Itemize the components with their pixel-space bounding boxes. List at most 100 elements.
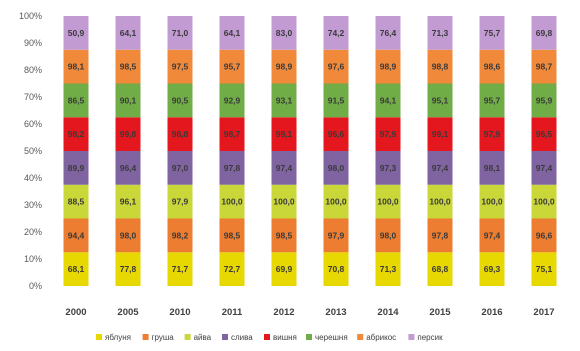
x-tick-label: 2013 (325, 307, 346, 318)
data-label: 96,1 (120, 197, 137, 207)
bar-segment (115, 83, 141, 118)
data-label: 100,0 (481, 197, 503, 207)
bar-segment (531, 117, 557, 151)
bar-segment (167, 16, 193, 50)
bar-segment (167, 117, 193, 151)
bar-segment (531, 49, 557, 84)
bar-segment (63, 184, 89, 219)
bar-segment (219, 151, 245, 185)
legend-swatch (408, 334, 415, 340)
bar-segment (115, 184, 141, 219)
data-label: 98,5 (120, 62, 137, 72)
bar-segment (115, 218, 141, 253)
data-label: 71,7 (172, 264, 189, 274)
bar-segment (323, 218, 349, 253)
bar-segment (167, 49, 193, 84)
data-label: 94,1 (380, 95, 397, 105)
data-label: 93,1 (276, 95, 293, 105)
bar-stack: 72,7 98,5 100,0 97,8 98,7 92,9 95,7 64,1 (219, 16, 245, 286)
data-label: 97,8 (224, 163, 241, 173)
legend-label: абрикос (366, 333, 396, 342)
data-label: 100,0 (429, 197, 451, 207)
data-label: 76,4 (380, 28, 397, 38)
data-label: 69,3 (484, 264, 501, 274)
bar-segment (375, 151, 401, 185)
bar-segment (219, 184, 245, 219)
data-label: 98,2 (172, 230, 189, 240)
legend-swatch (357, 334, 364, 340)
data-label: 83,0 (276, 28, 293, 38)
bar-segment (63, 218, 89, 253)
data-label: 98,7 (536, 62, 553, 72)
data-label: 97,0 (172, 163, 189, 173)
bar-stack: 71,7 98,2 97,9 97,0 98,8 90,5 97,5 71,0 (167, 16, 193, 286)
bar-stack: 69,3 97,4 100,0 98,1 97,9 95,7 98,6 75,7 (479, 16, 505, 286)
data-label: 100,0 (377, 197, 399, 207)
bar-stack: 71,3 98,0 100,0 97,3 97,9 94,1 98,9 76,4 (375, 16, 401, 286)
bar-stack: 75,1 96,6 100,0 97,4 96,5 95,9 98,7 69,8 (531, 16, 557, 286)
data-label: 96,6 (536, 230, 553, 240)
legend-label: груша (152, 333, 175, 342)
y-tick-label: 40% (24, 173, 42, 183)
bar-segment (323, 83, 349, 118)
bar-segment (427, 184, 453, 219)
bar-segment (531, 252, 557, 286)
bar-segment (479, 252, 505, 286)
data-label: 95,1 (432, 95, 449, 105)
data-label: 99,1 (432, 129, 449, 139)
data-label: 97,3 (380, 163, 397, 173)
data-label: 50,9 (68, 28, 85, 38)
bar-segment (219, 83, 245, 118)
x-tick-label: 2005 (117, 307, 139, 318)
bar-segment (63, 16, 89, 50)
data-label: 75,1 (536, 264, 553, 274)
bar-segment (479, 218, 505, 253)
legend-swatch (96, 334, 102, 340)
x-tick-label: 2011 (222, 307, 243, 318)
legend: яблуня груша айва слива вишня черешня абрикос п… (96, 333, 443, 342)
legend-label: вишня (273, 333, 297, 342)
bar-segment (479, 49, 505, 84)
data-label: 96,4 (120, 163, 137, 173)
data-label: 95,7 (224, 62, 241, 72)
data-label: 71,3 (432, 28, 449, 38)
x-tick-label: 2012 (273, 307, 294, 318)
bar-segment (427, 252, 453, 286)
bar-segment (63, 252, 89, 286)
data-label: 69,9 (276, 264, 293, 274)
bar-segment (271, 151, 297, 185)
data-label: 95,9 (536, 95, 553, 105)
data-label: 71,3 (380, 264, 397, 274)
bar-segment (427, 49, 453, 84)
y-tick-label: 30% (24, 200, 42, 210)
data-label: 99,1 (276, 129, 293, 139)
legend-swatch (264, 334, 270, 340)
bar-segment (271, 83, 297, 118)
bar-segment (63, 151, 89, 185)
bar-stack: 68,8 97,8 100,0 97,4 99,1 95,1 98,8 71,3 (427, 16, 453, 286)
bar-segment (375, 83, 401, 118)
data-label: 97,6 (328, 62, 345, 72)
bar-segment (271, 49, 297, 84)
bar-segment (115, 117, 141, 151)
data-label: 100,0 (221, 197, 243, 207)
data-label: 98,5 (276, 230, 293, 240)
x-tick-label: 2000 (65, 307, 86, 318)
legend-label: айва (194, 333, 212, 342)
bar-segment (323, 184, 349, 219)
data-label: 98,6 (484, 62, 501, 72)
bar-segment (63, 49, 89, 84)
data-label: 86,5 (68, 95, 85, 105)
data-label: 75,7 (484, 28, 501, 38)
bar-stack: 70,8 97,9 100,0 98,0 96,6 91,5 97,6 74,2 (323, 16, 349, 286)
data-label: 98,0 (120, 230, 137, 240)
bar-segment (375, 49, 401, 84)
bar-segment (479, 184, 505, 219)
y-axis: 0% 10% 20% 30% 40% 50% 60% 70% 80% 90% 100% (19, 11, 42, 291)
bar-segment (531, 184, 557, 219)
x-tick-label: 2015 (429, 307, 451, 318)
y-tick-label: 100% (19, 11, 42, 21)
data-label: 94,4 (68, 230, 85, 240)
data-label: 99,8 (120, 129, 137, 139)
